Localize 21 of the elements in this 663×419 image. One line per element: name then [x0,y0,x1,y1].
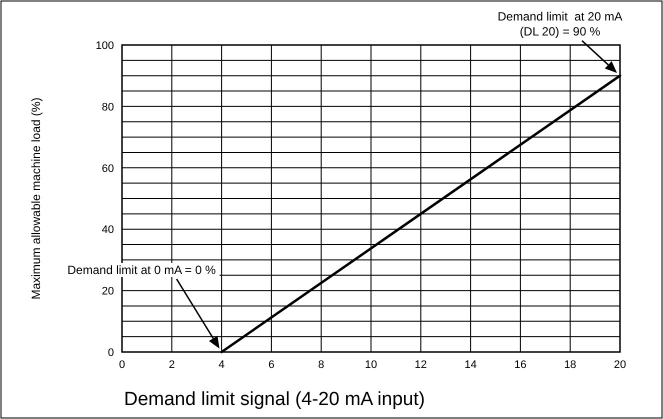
y-tick-label: 0 [108,347,114,359]
x-tick-label: 0 [118,359,126,371]
x-tick-label: 8 [318,359,324,371]
x-tick-label: 4 [218,359,225,371]
y-tick-label: 80 [102,101,114,114]
x-tick-label: 14 [464,359,477,371]
x-tick-label: 10 [364,359,378,371]
x-axis-title: Demand limit signal (4-20 mA input) [124,389,425,410]
y-tick-label: 40 [102,224,114,236]
x-tick-label: 18 [564,359,576,371]
text: Demand limit at 20 mA (DL 20) = 90 % [498,10,622,39]
x-tick-label: 2 [168,359,175,371]
x-tick-label: 16 [514,359,527,371]
y-tick-label: 100 [96,40,114,52]
y-tick-label: 60 [102,162,114,175]
annotation: Demand limit at 0 mA = 0 % [67,263,216,277]
y-axis-title: Maximum allowable machine load (%) [29,97,43,300]
x-tick-label: 20 [614,359,626,371]
x-tick-label: 12 [414,359,427,371]
y-tick-label: 20 [102,286,114,298]
x-tick-label: 6 [268,359,274,371]
